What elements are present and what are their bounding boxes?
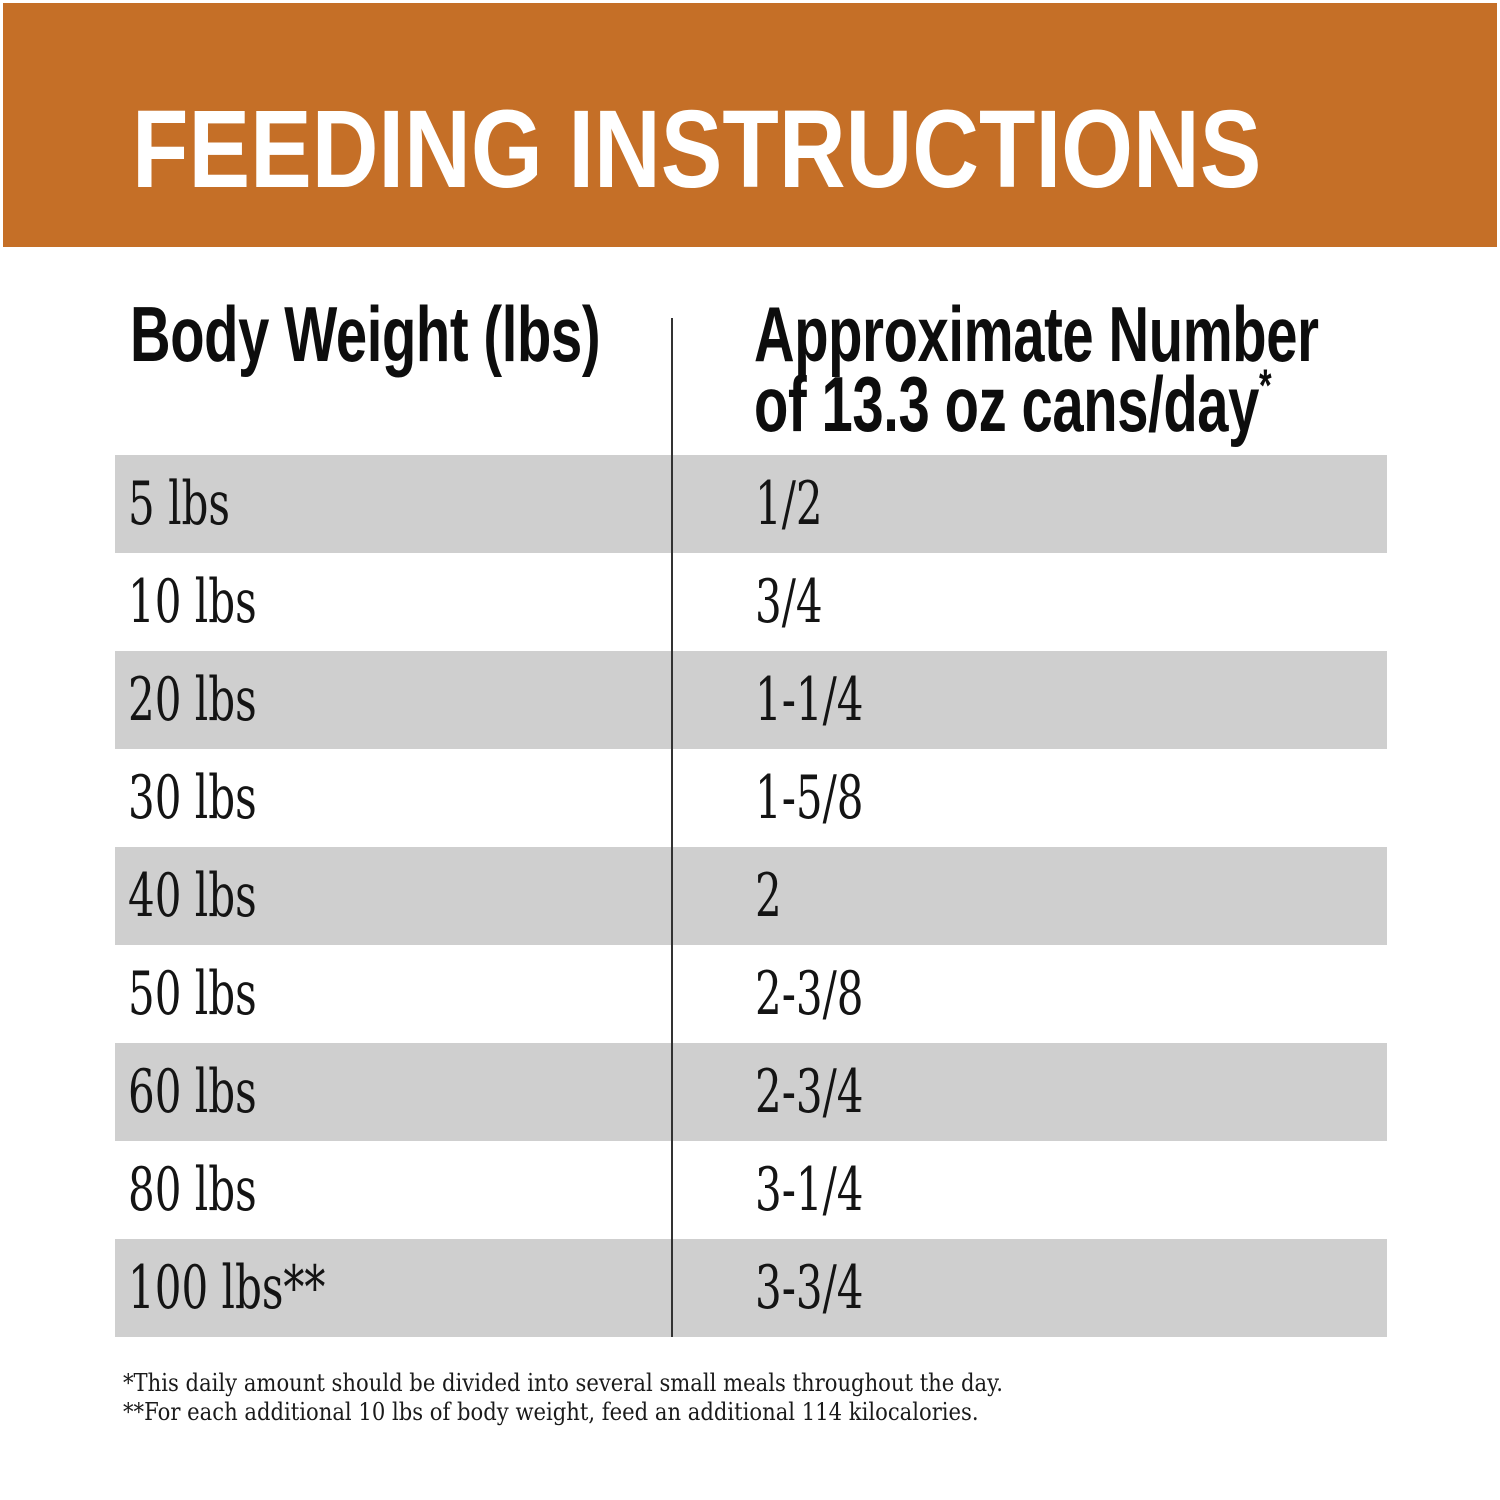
body-weight-cell: 40 lbs — [115, 866, 672, 926]
column-header-body-weight: Body Weight (lbs) — [130, 290, 601, 378]
body-weight-cell: 5 lbs — [115, 474, 672, 534]
body-weight-cell: 50 lbs — [115, 964, 672, 1024]
column-divider-line — [671, 318, 673, 1337]
table-row: 80 lbs 3-1/4 — [115, 1141, 1387, 1239]
cans-per-day-value: 2-3/8 — [755, 959, 864, 1029]
body-weight-value: 50 lbs — [128, 959, 257, 1029]
footnote-asterisk-marker: * — [1259, 360, 1272, 411]
table-row: 50 lbs 2-3/8 — [115, 945, 1387, 1043]
body-weight-value: 5 lbs — [128, 469, 230, 539]
table-row: 10 lbs 3/4 — [115, 553, 1387, 651]
cans-per-day-cell: 1-5/8 — [672, 768, 1387, 828]
page-title: FEEDING INSTRUCTIONS — [132, 88, 1262, 211]
cans-per-day-value: 1-5/8 — [755, 763, 864, 833]
cans-per-day-cell: 1-1/4 — [672, 670, 1387, 730]
table-row: 5 lbs 1/2 — [115, 455, 1387, 553]
body-weight-value: 20 lbs — [128, 665, 257, 735]
cans-per-day-cell: 3/4 — [672, 572, 1387, 632]
column-header-cans-per-day: Approximate Number of 13.3 oz cans/day* — [754, 295, 1319, 443]
footnote-daily-amount: *This daily amount should be divided int… — [123, 1369, 1003, 1397]
cans-per-day-value: 2-3/4 — [755, 1057, 864, 1127]
table-row: 100 lbs** 3-3/4 — [115, 1239, 1387, 1337]
cans-per-day-value: 3-3/4 — [755, 1253, 864, 1323]
feeding-table: 5 lbs 1/2 10 lbs 3/4 20 lbs 1-1/4 30 lbs… — [115, 455, 1387, 1337]
table-row: 40 lbs 2 — [115, 847, 1387, 945]
cans-per-day-value: 3-1/4 — [755, 1155, 864, 1225]
header-banner: FEEDING INSTRUCTIONS — [3, 3, 1497, 247]
cans-per-day-cell: 2-3/8 — [672, 964, 1387, 1024]
body-weight-cell: 60 lbs — [115, 1062, 672, 1122]
body-weight-cell: 100 lbs** — [115, 1258, 672, 1318]
table-row: 30 lbs 1-5/8 — [115, 749, 1387, 847]
table-row: 20 lbs 1-1/4 — [115, 651, 1387, 749]
cans-per-day-value: 2 — [755, 861, 782, 931]
body-weight-cell: 80 lbs — [115, 1160, 672, 1220]
body-weight-value: 60 lbs — [128, 1057, 257, 1127]
cans-per-day-value: 1-1/4 — [755, 665, 864, 735]
cans-per-day-cell: 3-1/4 — [672, 1160, 1387, 1220]
body-weight-value: 100 lbs** — [128, 1253, 326, 1323]
column-header-cans-line2: of 13.3 oz cans/day — [754, 360, 1260, 448]
cans-per-day-cell: 3-3/4 — [672, 1258, 1387, 1318]
cans-per-day-cell: 2 — [672, 866, 1387, 926]
body-weight-value: 40 lbs — [128, 861, 257, 931]
footnote-additional-weight: **For each additional 10 lbs of body wei… — [123, 1398, 979, 1426]
cans-per-day-cell: 2-3/4 — [672, 1062, 1387, 1122]
footnotes: *This daily amount should be divided int… — [123, 1369, 1123, 1427]
cans-per-day-value: 3/4 — [755, 567, 823, 637]
body-weight-value: 10 lbs — [128, 567, 257, 637]
column-header-cans-line1: Approximate Number — [754, 290, 1319, 378]
body-weight-value: 80 lbs — [128, 1155, 257, 1225]
body-weight-cell: 10 lbs — [115, 572, 672, 632]
cans-per-day-value: 1/2 — [755, 469, 823, 539]
body-weight-cell: 30 lbs — [115, 768, 672, 828]
cans-per-day-cell: 1/2 — [672, 474, 1387, 534]
body-weight-cell: 20 lbs — [115, 670, 672, 730]
body-weight-value: 30 lbs — [128, 763, 257, 833]
table-row: 60 lbs 2-3/4 — [115, 1043, 1387, 1141]
